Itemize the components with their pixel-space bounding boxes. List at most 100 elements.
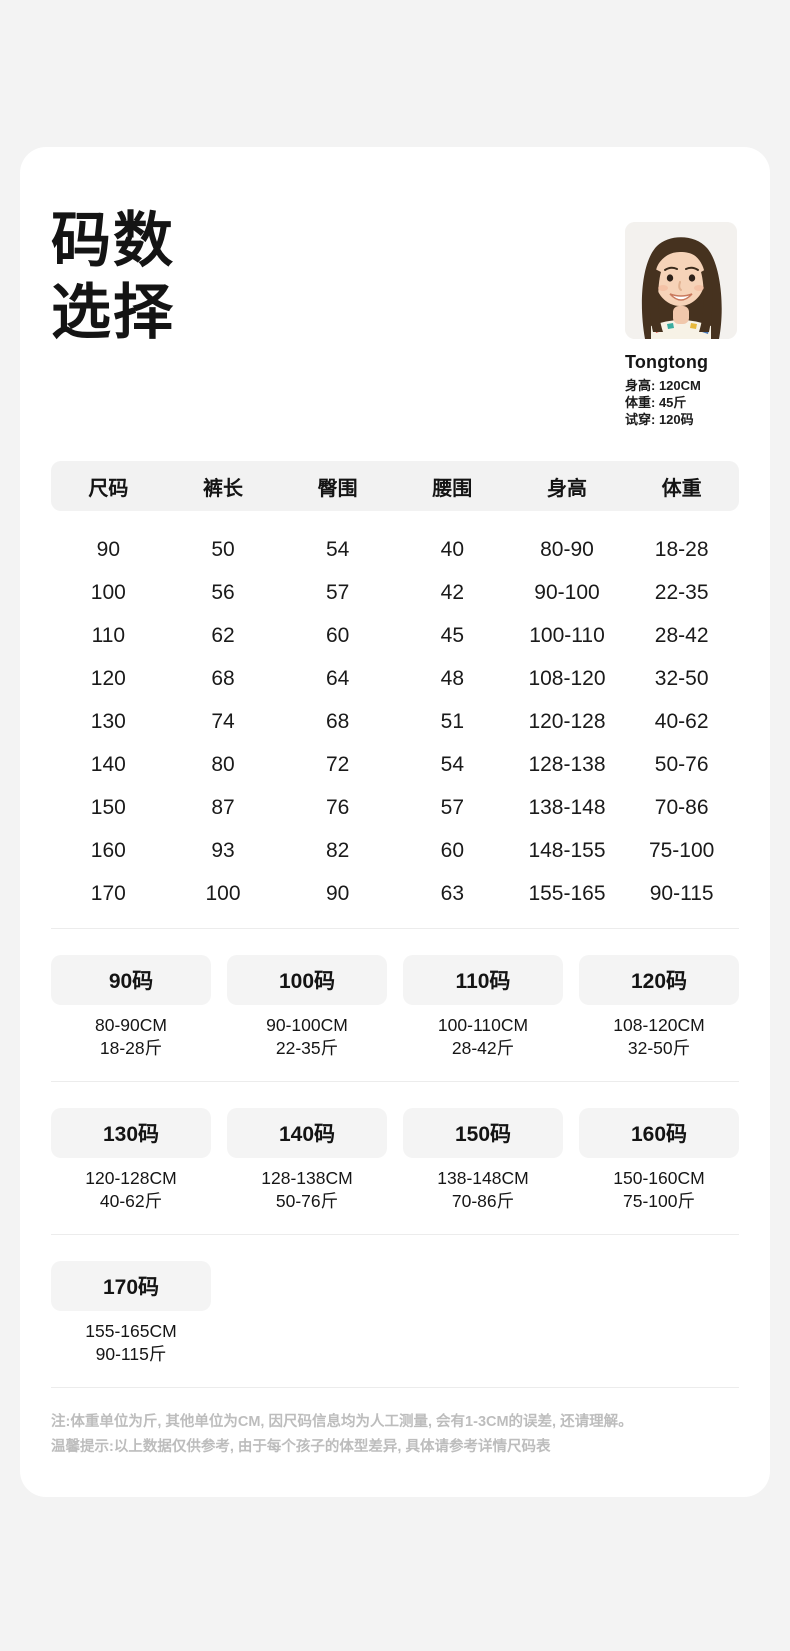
size-height-range: 120-128CM: [85, 1168, 177, 1188]
model-info: Tongtong 身高: 120CM 体重: 45斤 试穿: 120码: [625, 222, 737, 428]
cell-size: 120: [90, 666, 126, 690]
cell-waist: 48: [440, 666, 464, 690]
cell-size: 110: [91, 623, 126, 647]
size-height-range: 128-138CM: [261, 1168, 353, 1188]
cell-height: 80-90: [540, 537, 594, 561]
size-chip-label: 150码: [403, 1108, 563, 1158]
cell-height: 155-165: [528, 881, 606, 905]
size-weight-range: 40-62斤: [99, 1191, 163, 1211]
cell-hip: 72: [325, 752, 350, 776]
cell-height: 100-110: [529, 623, 605, 647]
size-height-range: 155-165CM: [85, 1321, 177, 1341]
cell-height: 108-120: [528, 666, 606, 690]
size-range: 108-120CM 32-50斤: [579, 1014, 739, 1060]
size-chip-label: 90码: [51, 955, 211, 1005]
size-height-range: 100-110CM: [437, 1015, 529, 1035]
size-chip-label: 140码: [227, 1108, 387, 1158]
divider: [51, 1387, 739, 1388]
table-row: 100 56 57 42 90-100 22-35: [51, 571, 739, 614]
page-title-line1: 码数: [51, 207, 175, 274]
size-table-body: 90 50 54 40 80-90 18-28 100 56 57 42 90-…: [51, 511, 739, 915]
cell-weight: 40-62: [654, 709, 709, 733]
cell-size: 90: [96, 537, 120, 561]
cell-waist: 42: [440, 580, 464, 604]
size-card: 120码 108-120CM 32-50斤: [579, 955, 739, 1060]
model-weight: 体重: 45斤: [625, 395, 687, 410]
table-row: 120 68 64 48 108-120 32-50: [51, 657, 739, 700]
table-row: 90 50 54 40 80-90 18-28: [51, 528, 739, 571]
size-range: 100-110CM 28-42斤: [403, 1014, 563, 1060]
cell-height: 138-148: [528, 795, 606, 819]
col-header-hip: 臀围: [317, 477, 358, 500]
model-stats: 身高: 120CM 体重: 45斤 试穿: 120码: [625, 377, 737, 428]
size-chip-label: 130码: [51, 1108, 211, 1158]
col-header-size: 尺码: [88, 477, 129, 500]
cell-waist: 54: [440, 752, 464, 776]
cell-pants-length: 87: [211, 795, 235, 819]
cell-weight: 75-100: [648, 838, 715, 862]
cell-pants-length: 68: [211, 666, 235, 690]
size-card-row-3: 170码 155-165CM 90-115斤: [51, 1261, 739, 1366]
cell-size: 100: [90, 580, 126, 604]
cell-size: 160: [90, 838, 126, 862]
size-chip-label: 120码: [579, 955, 739, 1005]
page-title-line2: 选择: [51, 279, 175, 346]
table-row: 150 87 76 57 138-148 70-86: [51, 786, 739, 829]
size-chip-label: 100码: [227, 955, 387, 1005]
model-name: Tongtong: [625, 352, 709, 372]
cell-hip: 60: [325, 623, 350, 647]
size-weight-range: 18-28斤: [99, 1038, 163, 1058]
footnote-reminder: 温馨提示:以上数据仅供参考, 由于每个孩子的体型差异, 具体请参考详情尺码表: [51, 1439, 551, 1455]
table-row: 160 93 82 60 148-155 75-100: [51, 829, 739, 872]
size-card: 140码 128-138CM 50-76斤: [227, 1108, 387, 1213]
cell-hip: 68: [325, 709, 350, 733]
size-card: 130码 120-128CM 40-62斤: [51, 1108, 211, 1213]
cell-pants-length: 62: [211, 623, 235, 647]
size-range: 128-138CM 50-76斤: [227, 1167, 387, 1213]
cell-hip: 82: [325, 838, 350, 862]
cell-pants-length: 93: [211, 838, 235, 862]
size-table-header: 尺码 裤长 臀围 腰围 身高 体重: [51, 461, 739, 511]
divider: [51, 1234, 739, 1235]
size-range: 90-100CM 22-35斤: [227, 1014, 387, 1060]
cell-height: 128-138: [528, 752, 606, 776]
cell-pants-length: 56: [211, 580, 235, 604]
table-row: 170 100 90 63 155-165 90-115: [51, 872, 739, 915]
cell-weight: 22-35: [654, 580, 709, 604]
size-card: 170码 155-165CM 90-115斤: [51, 1261, 211, 1366]
size-height-range: 80-90CM: [95, 1015, 167, 1035]
col-header-weight: 体重: [661, 477, 702, 500]
cell-height: 90-100: [534, 580, 600, 604]
cell-size: 150: [90, 795, 126, 819]
model-fit-size: 试穿: 120码: [625, 412, 694, 427]
size-card: 110码 100-110CM 28-42斤: [403, 955, 563, 1060]
size-card-row-2: 130码 120-128CM 40-62斤 140码 128-138CM 50-…: [51, 1108, 739, 1213]
size-weight-range: 32-50斤: [627, 1038, 691, 1058]
cell-weight: 28-42: [654, 623, 709, 647]
cell-height: 120-128: [528, 709, 606, 733]
cell-pants-length: 74: [211, 709, 235, 733]
cell-size: 130: [90, 709, 126, 733]
cell-pants-length: 50: [211, 537, 235, 561]
cell-waist: 60: [440, 838, 464, 862]
size-card: 90码 80-90CM 18-28斤: [51, 955, 211, 1060]
size-range: 155-165CM 90-115斤: [51, 1320, 211, 1366]
table-row: 130 74 68 51 120-128 40-62: [51, 700, 739, 743]
cell-waist: 45: [440, 623, 464, 647]
cell-pants-length: 100: [205, 881, 241, 905]
divider: [51, 1081, 739, 1082]
cell-hip: 90: [325, 881, 350, 905]
size-weight-range: 22-35斤: [275, 1038, 339, 1058]
col-header-pants-length: 裤长: [202, 477, 243, 500]
model-photo: [625, 222, 737, 339]
cell-pants-length: 80: [211, 752, 235, 776]
size-card: 160码 150-160CM 75-100斤: [579, 1108, 739, 1213]
size-height-range: 90-100CM: [266, 1015, 348, 1035]
cell-hip: 54: [325, 537, 350, 561]
table-row: 110 62 60 45 100-110 28-42: [51, 614, 739, 657]
cell-hip: 64: [325, 666, 350, 690]
cell-height: 148-155: [528, 838, 606, 862]
size-height-range: 138-148CM: [437, 1168, 529, 1188]
cell-weight: 70-86: [654, 795, 709, 819]
size-range: 120-128CM 40-62斤: [51, 1167, 211, 1213]
